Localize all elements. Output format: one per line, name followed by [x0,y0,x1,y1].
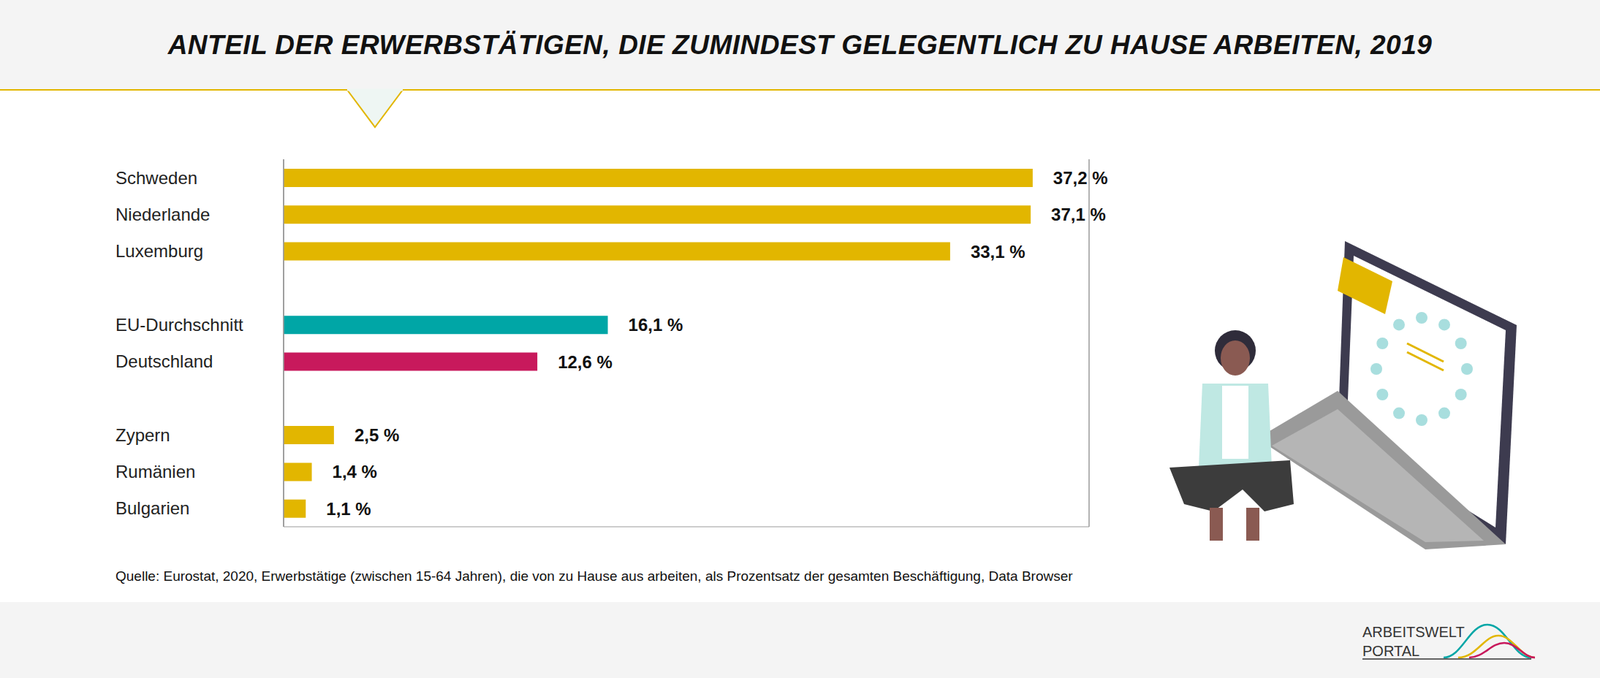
svg-text:37,2 %: 37,2 % [1053,168,1109,188]
svg-text:Niederlande: Niederlande [115,204,210,225]
svg-text:Deutschland: Deutschland [115,351,213,372]
svg-text:Zypern: Zypern [115,425,171,446]
svg-text:Luxemburg: Luxemburg [115,241,204,261]
svg-text:37,1 %: 37,1 % [1051,204,1106,225]
html-text:ANTEIL DER ERWERBSTÄTIGEN, DIE: ANTEIL DER ERWERBSTÄTIGEN, DIE ZUMINDEST… [167,29,1433,60]
svg-text:EU-Durchschnitt: EU-Durchschnitt [115,315,244,335]
svg-text:Schweden: Schweden [115,168,198,188]
svg-text:16,1 %: 16,1 % [628,315,684,335]
html-text:ARBEITSWELT: ARBEITSWELT [1362,624,1465,641]
svg-text:33,1 %: 33,1 % [970,241,1026,262]
svg-text:12,6 %: 12,6 % [557,352,613,373]
html-text:PORTAL: PORTAL [1362,643,1420,660]
svg-text:1,1 %: 1,1 % [325,499,371,519]
svg-text:Rumänien: Rumänien [115,461,196,482]
svg-text:Bulgarien: Bulgarien [115,498,190,519]
svg-text:2,5 %: 2,5 % [354,425,400,446]
html-text:Quelle: Eurostat, 2020, Erwerb: Quelle: Eurostat, 2020, Erwerbstätige (z… [115,568,1073,585]
svg-text:1,4 %: 1,4 % [332,461,378,482]
